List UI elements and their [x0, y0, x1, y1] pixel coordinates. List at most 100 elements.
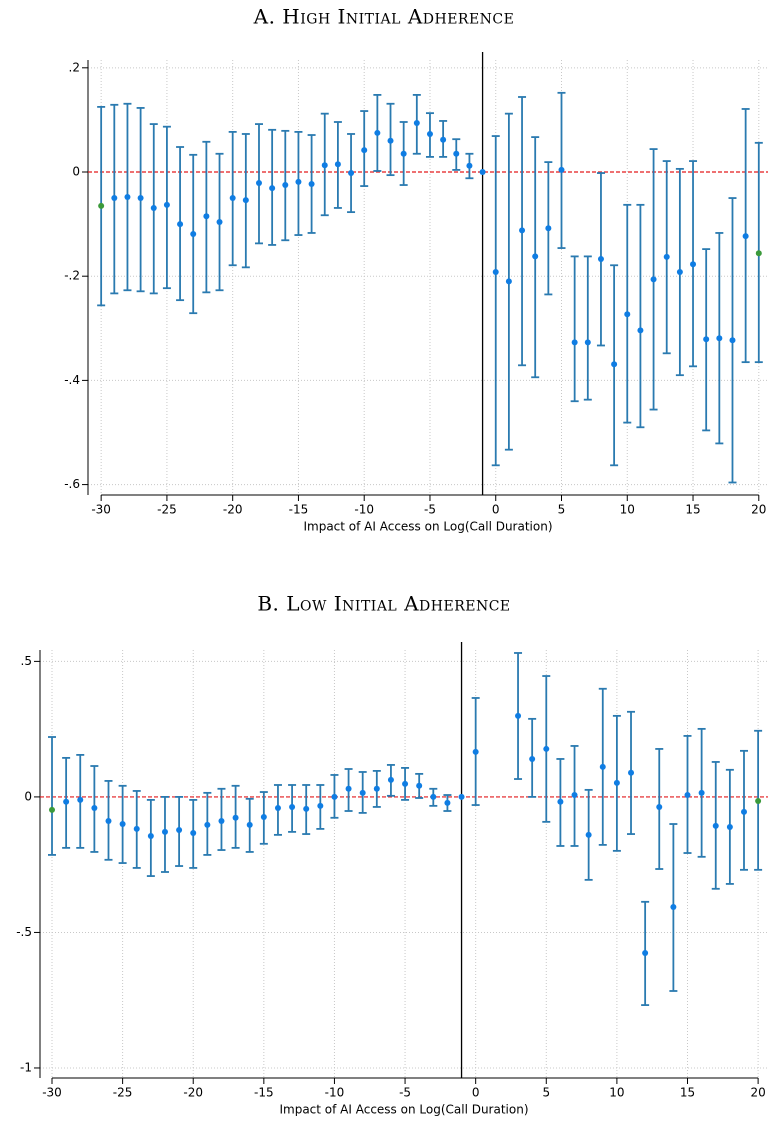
- point: [289, 803, 296, 810]
- panel-title: B. Low Initial Adherence: [257, 592, 510, 616]
- point: [656, 803, 663, 810]
- x-tick-label: -25: [157, 503, 177, 517]
- point: [295, 178, 302, 185]
- point: [585, 831, 592, 838]
- point: [255, 179, 262, 186]
- point: [124, 194, 131, 201]
- x-tick-label: 15: [685, 503, 700, 517]
- y-tick-label: -.6: [64, 477, 80, 491]
- point: [628, 769, 635, 776]
- x-tick-label: -20: [223, 503, 243, 517]
- point: [282, 182, 289, 189]
- point: [545, 225, 552, 232]
- point: [204, 821, 211, 828]
- x-tick-label: 0: [472, 1086, 480, 1100]
- point: [190, 231, 197, 237]
- point: [361, 147, 368, 154]
- point: [642, 950, 649, 957]
- point: [218, 818, 225, 825]
- x-tick-label: -10: [325, 1086, 345, 1100]
- x-tick-label: -10: [354, 503, 374, 517]
- x-axis-label: Impact of AI Access on Log(Call Duration…: [279, 1103, 528, 1117]
- point: [519, 227, 526, 234]
- x-tick-label: -20: [183, 1086, 203, 1100]
- point: [345, 785, 352, 792]
- point: [703, 336, 710, 343]
- y-tick-label: .5: [21, 654, 32, 668]
- x-tick-label: -30: [42, 1086, 62, 1100]
- point: [190, 829, 197, 836]
- point: [637, 327, 644, 334]
- point: [479, 169, 486, 176]
- point: [624, 311, 631, 318]
- point: [453, 150, 460, 157]
- x-tick-label: 15: [680, 1086, 695, 1100]
- point: [712, 822, 719, 829]
- point: [137, 195, 144, 202]
- point: [515, 712, 522, 719]
- x-tick-label: 5: [542, 1086, 550, 1100]
- point: [558, 166, 565, 173]
- point: [466, 162, 473, 169]
- point: [726, 824, 733, 831]
- point: [242, 197, 249, 204]
- y-tick-label: .2: [69, 60, 80, 74]
- point: [426, 130, 433, 137]
- point: [430, 793, 437, 800]
- point: [260, 813, 267, 820]
- point: [755, 797, 762, 804]
- y-tick-label: -.5: [16, 925, 32, 939]
- point: [77, 796, 84, 803]
- point: [597, 256, 604, 263]
- point: [387, 776, 394, 783]
- x-tick-label: 10: [620, 503, 635, 517]
- point: [150, 204, 157, 211]
- point: [133, 825, 140, 832]
- point: [321, 162, 328, 169]
- point: [161, 828, 168, 835]
- point: [571, 339, 578, 346]
- point: [147, 832, 154, 839]
- point: [492, 269, 499, 276]
- point: [742, 233, 749, 240]
- point: [334, 161, 341, 168]
- point: [613, 779, 620, 786]
- point: [676, 269, 683, 276]
- point: [402, 780, 409, 787]
- point: [505, 278, 512, 285]
- point: [176, 826, 183, 833]
- point: [571, 792, 578, 799]
- point: [105, 818, 112, 825]
- point: [91, 805, 98, 812]
- point: [203, 213, 210, 220]
- point: [611, 361, 618, 368]
- point: [684, 792, 691, 799]
- point: [599, 763, 606, 770]
- x-tick-label: 20: [750, 1086, 765, 1100]
- point: [729, 337, 736, 344]
- point: [359, 789, 366, 796]
- point: [49, 806, 56, 813]
- point: [416, 782, 423, 789]
- point: [163, 201, 170, 208]
- point: [216, 219, 223, 226]
- point: [63, 798, 70, 805]
- point: [584, 339, 591, 346]
- point: [698, 789, 705, 796]
- point: [374, 129, 381, 136]
- point: [670, 903, 677, 910]
- y-tick-label: -.4: [64, 373, 80, 387]
- point: [308, 180, 315, 187]
- x-tick-label: -30: [91, 503, 111, 517]
- x-tick-label: -15: [289, 503, 309, 517]
- x-tick-label: -5: [399, 1086, 411, 1100]
- point: [716, 335, 723, 342]
- point: [444, 799, 451, 806]
- y-tick-label: -.2: [64, 269, 80, 283]
- point: [740, 808, 747, 815]
- point: [119, 821, 126, 828]
- point: [400, 150, 407, 157]
- x-tick-label: 10: [609, 1086, 624, 1100]
- point: [331, 793, 338, 800]
